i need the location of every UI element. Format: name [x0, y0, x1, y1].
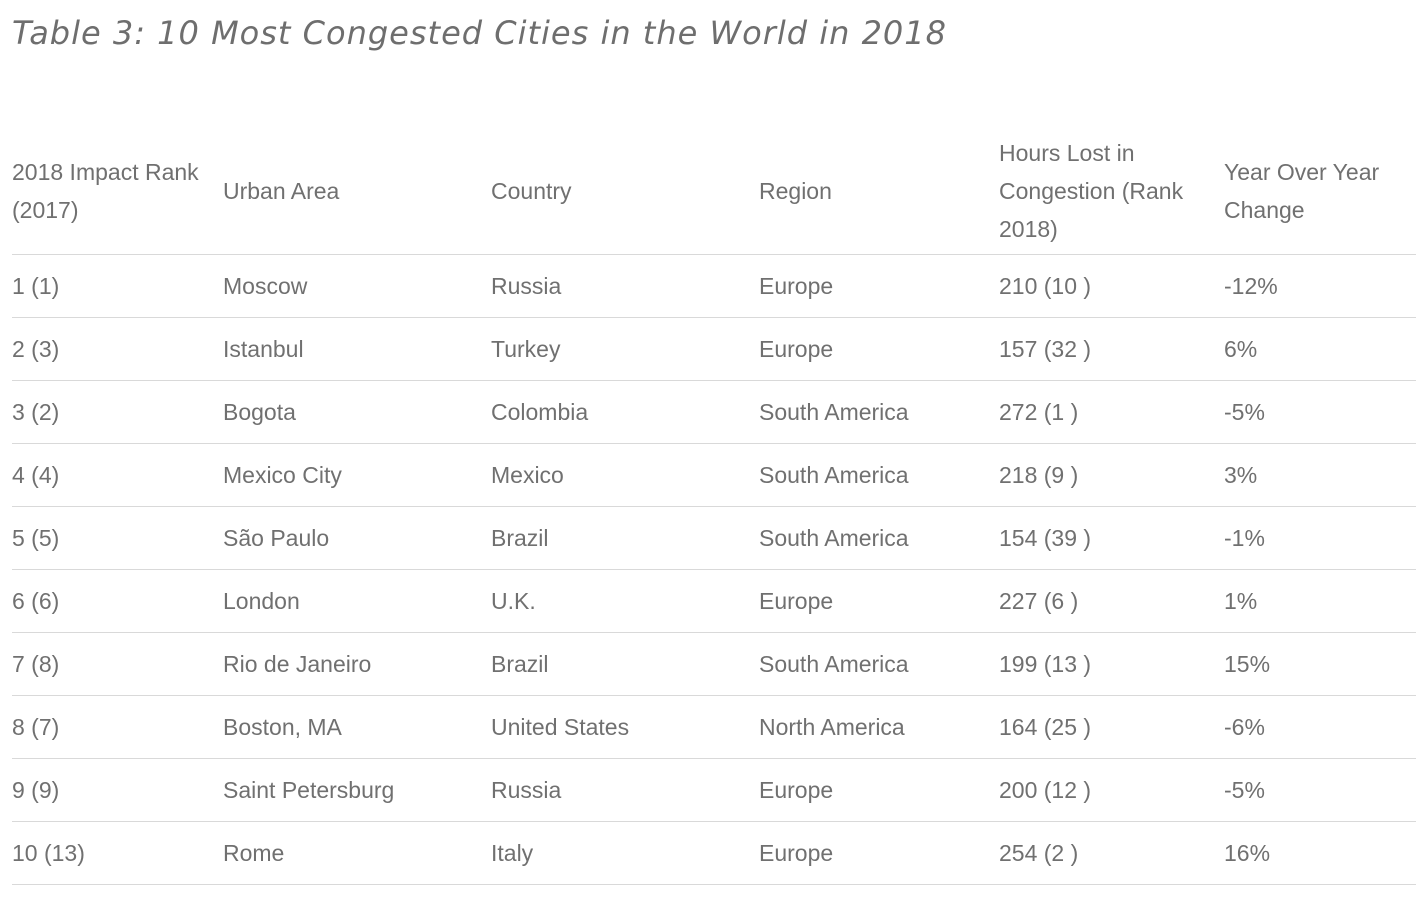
region-cell: Europe: [759, 839, 834, 866]
table-row: 7 (8) Rio de Janeiro Brazil South America 19…: [12, 632, 1416, 695]
country-cell: U.K.: [491, 587, 536, 614]
hours-lost-cell: 272 (1 ): [999, 398, 1079, 425]
urban-area-cell: Moscow: [223, 272, 308, 299]
header-row: 2018 Impact Rank (2017) Urban Area Count…: [12, 128, 1416, 254]
hours-lost-cell: 154 (39 ): [999, 524, 1092, 551]
table-row: 4 (4) Mexico City Mexico South America 218 (…: [12, 443, 1416, 506]
yoy-change-cell: -1%: [1224, 524, 1265, 551]
header-hours-lost: Hours Lost in Congestion (Rank 2018): [999, 139, 1184, 242]
impact-rank-cell: 5 (5): [12, 524, 60, 551]
urban-area-cell: Boston, MA: [223, 713, 342, 740]
table-row: 6 (6) London U.K. Europe 227 (6 ) 1%: [12, 569, 1416, 632]
impact-rank-cell: 1 (1): [12, 272, 60, 299]
table-row: 2 (3) Istanbul Turkey Europe 157 (32 ) 6%: [12, 317, 1416, 380]
yoy-change-cell: -12%: [1224, 272, 1278, 299]
impact-rank-cell: 8 (7): [12, 713, 60, 740]
hours-lost-cell: 218 (9 ): [999, 461, 1079, 488]
header-country: Country: [491, 177, 572, 204]
hours-lost-cell: 254 (2 ): [999, 839, 1079, 866]
urban-area-cell: Saint Petersburg: [223, 776, 395, 803]
region-cell: South America: [759, 398, 909, 425]
congestion-table: 2018 Impact Rank (2017) Urban Area Count…: [12, 128, 1416, 885]
region-cell: Europe: [759, 272, 834, 299]
country-cell: Russia: [491, 776, 562, 803]
urban-area-cell: Bogota: [223, 398, 296, 425]
table-row: 5 (5) São Paulo Brazil South America 154 (39…: [12, 506, 1416, 569]
region-cell: Europe: [759, 776, 834, 803]
urban-area-cell: Rio de Janeiro: [223, 650, 372, 677]
country-cell: Brazil: [491, 524, 549, 551]
impact-rank-cell: 7 (8): [12, 650, 60, 677]
country-cell: Turkey: [491, 335, 561, 362]
region-cell: North America: [759, 713, 905, 740]
urban-area-cell: São Paulo: [223, 524, 330, 551]
hours-lost-cell: 210 (10 ): [999, 272, 1092, 299]
country-cell: Italy: [491, 839, 534, 866]
hours-lost-cell: 199 (13 ): [999, 650, 1092, 677]
urban-area-cell: Istanbul: [223, 335, 304, 362]
yoy-change-cell: 6%: [1224, 335, 1258, 362]
table-title: Table 3: 10 Most Congested Cities in the…: [12, 14, 947, 52]
impact-rank-cell: 6 (6): [12, 587, 60, 614]
table-row: 1 (1) Moscow Russia Europe 210 (10 ) -12%: [12, 254, 1416, 317]
impact-rank-cell: 4 (4): [12, 461, 60, 488]
urban-area-cell: Rome: [223, 839, 285, 866]
yoy-change-cell: -5%: [1224, 776, 1265, 803]
table-row: 3 (2) Bogota Colombia South America 272 (1 )…: [12, 380, 1416, 443]
table-row: 9 (9) Saint Petersburg Russia Europe 200 (12…: [12, 758, 1416, 821]
region-cell: Europe: [759, 587, 834, 614]
region-cell: South America: [759, 524, 909, 551]
yoy-change-cell: -6%: [1224, 713, 1265, 740]
header-urban-area: Urban Area: [223, 177, 340, 204]
yoy-change-cell: 3%: [1224, 461, 1258, 488]
hours-lost-cell: 157 (32 ): [999, 335, 1092, 362]
country-cell: Colombia: [491, 398, 589, 425]
table-row: 10 (13) Rome Italy Europe 254 (2 ) 16%: [12, 821, 1416, 884]
yoy-change-cell: 15%: [1224, 650, 1271, 677]
hours-lost-cell: 227 (6 ): [999, 587, 1079, 614]
table-row: 8 (7) Boston, MA United States North Americ…: [12, 695, 1416, 758]
country-cell: Mexico: [491, 461, 564, 488]
region-cell: South America: [759, 650, 909, 677]
urban-area-cell: London: [223, 587, 300, 614]
impact-rank-cell: 2 (3): [12, 335, 60, 362]
header-impact-rank: 2018 Impact Rank (2017): [12, 158, 199, 223]
hours-lost-cell: 164 (25 ): [999, 713, 1092, 740]
header-region: Region: [759, 177, 832, 204]
header-yoy-change: Year Over Year Change: [1224, 158, 1380, 223]
region-cell: South America: [759, 461, 909, 488]
yoy-change-cell: 1%: [1224, 587, 1258, 614]
impact-rank-cell: 9 (9): [12, 776, 60, 803]
country-cell: United States: [491, 713, 630, 740]
yoy-change-cell: 16%: [1224, 839, 1271, 866]
country-cell: Russia: [491, 272, 562, 299]
urban-area-cell: Mexico City: [223, 461, 342, 488]
hours-lost-cell: 200 (12 ): [999, 776, 1092, 803]
region-cell: Europe: [759, 335, 834, 362]
impact-rank-cell: 10 (13): [12, 839, 85, 866]
yoy-change-cell: -5%: [1224, 398, 1265, 425]
impact-rank-cell: 3 (2): [12, 398, 60, 425]
country-cell: Brazil: [491, 650, 549, 677]
table-header: 2018 Impact Rank (2017) Urban Area Count…: [12, 128, 1416, 254]
table-body: 1 (1) Moscow Russia Europe 210 (10 ) -12% 2 (3…: [12, 254, 1416, 884]
